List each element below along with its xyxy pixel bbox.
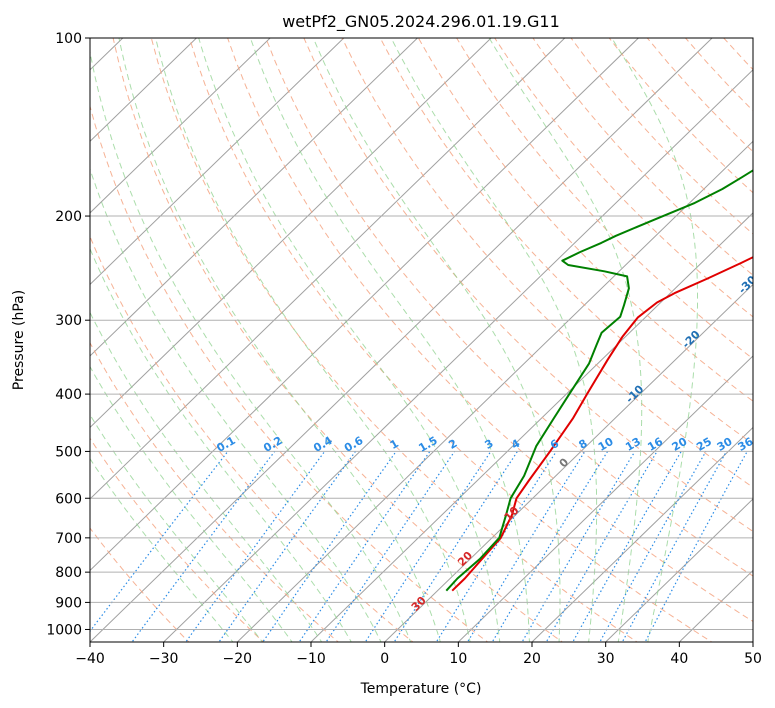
mixing-ratio-line [131,451,276,642]
mixing-ratio-line [521,451,636,642]
profile-lines [445,169,753,592]
mixing-ratio-line [393,451,518,642]
dry-adiabat-line [456,38,753,360]
y-tick-label: 200 [55,209,82,225]
mixing-ratio-line [435,451,557,642]
isotherm-line [90,38,271,214]
chart-title: wetPf2_GN05.2024.296.01.19.G11 [282,12,560,32]
dry-adiabat-line [494,38,753,318]
isotherm-line [90,38,197,143]
dry-adiabat-line [762,38,775,644]
dry-adiabat-line [303,38,753,533]
y-tick-label: 600 [55,491,82,507]
moist-adiabat-line [90,167,382,642]
x-tick-label: −40 [75,651,105,667]
x-tick-label: −20 [223,651,253,667]
mixing-ratio-line [466,451,586,642]
dry-adiabat-label: 40 [363,639,383,659]
y-tick-label: 500 [55,444,82,460]
dry-adiabat-line [379,38,753,445]
dry-adiabat-line [417,38,753,402]
x-tick-label: 10 [449,651,467,667]
mixing-ratio-line [364,451,492,642]
temperature-line [451,256,753,592]
isotherm-line [236,140,753,642]
mixing-ratio-line [185,451,326,642]
isotherm-line [384,283,753,642]
dry-adiabat-line [341,38,753,488]
dry-adiabat-line [189,38,713,642]
isotherm-line [90,38,492,429]
isotherm-line [605,498,753,642]
mixing-ratio-label: 36 [736,435,756,454]
isotherm-line [90,38,345,286]
dry-adiabat-line [227,38,753,623]
x-tick-label: 50 [744,651,762,667]
mixing-ratio-line [644,451,748,642]
isotherm-line [90,38,639,572]
isotherm-line [531,426,753,642]
axes: −40 −30 −20 −10 0 10 20 30 40 50 1000 900 800 700 600 5… [46,31,762,667]
isotherm-line [752,641,753,642]
y-tick-label: 800 [55,565,82,581]
mixing-ratio-line [262,451,397,642]
mixing-ratio-line [325,451,456,642]
x-tick-label: −30 [149,651,179,667]
y-tick-label: 700 [55,531,82,547]
dry-adiabat-line [265,38,753,577]
dry-adiabat-line [90,104,489,642]
pressure-gridlines [90,38,753,630]
y-tick-label: 1000 [46,622,82,638]
plot-frame [89,37,754,643]
isotherm-line [90,38,713,642]
isotherm-line [163,69,753,642]
x-tick-label: 30 [597,651,615,667]
moist-adiabat-line [90,49,412,642]
x-tick-label: 20 [523,651,541,667]
isotherm-line [310,212,753,642]
isotherm-line [90,38,418,357]
plot-background [90,38,753,642]
y-tick-label: 900 [55,595,82,611]
y-tick-label: 100 [55,31,82,47]
mixing-ratio-line [298,451,431,642]
y-tick-label: 400 [55,387,82,403]
x-tick-label: −10 [296,651,326,667]
y-axis-title: Pressure (hPa) [11,290,27,390]
isotherm-line [90,38,566,500]
moist-adiabat-line [90,247,352,642]
mixing-ratio-line [621,451,727,642]
isotherm-line [457,355,753,642]
x-axis-title: Temperature (°C) [360,681,482,697]
dewpoint-line [445,169,753,592]
x-tick-label: 0 [380,651,389,667]
mixing-ratio-line [218,451,356,642]
y-tick-label: 300 [55,313,82,329]
mixing-ratio-line [545,451,658,642]
x-tick-label: 40 [670,651,688,667]
